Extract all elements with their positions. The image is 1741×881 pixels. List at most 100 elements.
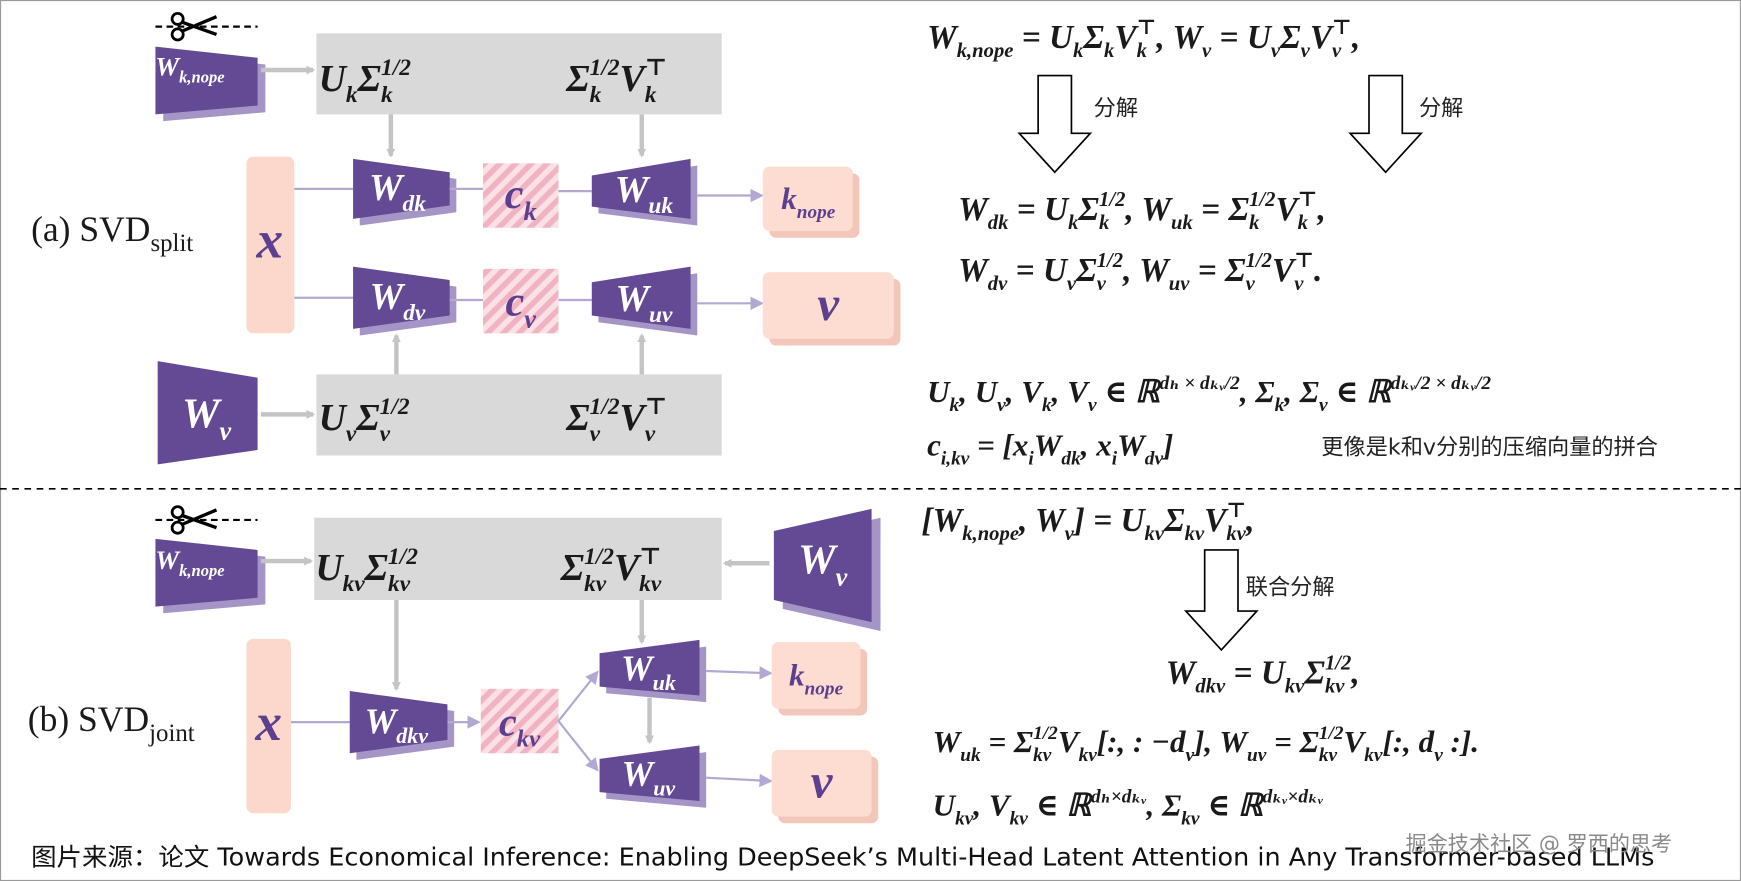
script: k	[645, 82, 657, 108]
symbol: W	[370, 276, 406, 318]
symbol: U	[933, 787, 957, 822]
script: 1/2	[1033, 723, 1058, 744]
script: k	[1068, 212, 1079, 234]
script: i	[1112, 448, 1118, 469]
script: dv	[403, 299, 426, 325]
symbol: ∈ ℝ	[1028, 787, 1094, 822]
formula: Wk,nope = UkΣkVk⊤, Wv = UvΣvVv⊤,	[927, 17, 1360, 62]
symbol: (a) SVD	[31, 209, 150, 249]
symbol: v	[817, 276, 840, 331]
script: dkv	[1195, 676, 1226, 698]
symbol: ,	[1351, 19, 1360, 56]
script: kv	[1010, 808, 1029, 829]
script: v	[590, 421, 601, 447]
script: dv	[1145, 448, 1164, 469]
script: k	[950, 395, 960, 416]
script: v	[1186, 745, 1195, 766]
note: 更像是k和v分别的压缩向量的拼合	[1321, 434, 1658, 460]
symbol: , W	[1124, 191, 1173, 228]
symbol: = Σ	[1266, 724, 1318, 759]
symbol: Σ	[1163, 502, 1185, 539]
symbol: W	[933, 724, 963, 759]
node-label: Wdkv	[365, 701, 429, 748]
script: 1/2	[1097, 250, 1123, 272]
symbol: x	[255, 210, 283, 270]
script: v	[1332, 40, 1342, 62]
script: k	[590, 82, 602, 108]
symbol: V	[1272, 252, 1297, 289]
node-label: knope	[789, 657, 844, 699]
symbol: c	[505, 171, 524, 218]
script: ⊤	[1332, 17, 1352, 39]
symbol: Σ	[565, 58, 589, 100]
symbol: c	[506, 279, 525, 326]
symbol: W	[1166, 654, 1198, 691]
symbol: = Σ	[981, 724, 1033, 759]
symbol: , V	[1051, 374, 1091, 409]
script: nope	[805, 678, 844, 699]
node-label: v	[817, 276, 840, 331]
script: v	[380, 421, 391, 447]
symbol: = Σ	[1189, 252, 1246, 289]
script: 1/2	[1099, 189, 1125, 211]
script: k	[346, 82, 358, 108]
symbol: = Σ	[1193, 191, 1250, 228]
symbol: V	[1344, 724, 1367, 759]
symbol: , Σ	[1145, 787, 1181, 822]
script: k	[1275, 395, 1285, 416]
script: 1/2	[388, 544, 418, 570]
script: joint	[148, 720, 195, 747]
symbol: W	[958, 252, 990, 289]
node-label: Wk,nope	[155, 52, 224, 87]
script: v	[1097, 273, 1107, 295]
script: ⊤	[1137, 17, 1157, 39]
arrow-label: 联合分解	[1246, 574, 1335, 600]
formula: [Wk,nope, Wv] = UkvΣkvVkv⊤,	[922, 500, 1255, 545]
node-label: Wdv	[370, 276, 426, 326]
script: dv	[988, 273, 1008, 295]
symbol: , x	[1080, 428, 1112, 463]
script: 1/2	[590, 394, 620, 420]
script: dₕ×dₖᵥ	[1091, 786, 1146, 807]
panel-b-shapes	[155, 505, 1259, 824]
symbol: W	[615, 278, 651, 320]
symbol: W	[369, 167, 405, 209]
formula: Wuk = Σ1/2 kv Vkv[:, : −dv], Wuv = Σ1/2 kv V…	[933, 723, 1479, 766]
symbol: W	[182, 391, 222, 438]
script: uv	[653, 775, 675, 800]
symbol: , V	[1005, 374, 1045, 409]
script: v	[1067, 273, 1077, 295]
footer: 图片来源：论文 Towards Economical Inference: En…	[31, 842, 1654, 871]
symbol: Σ	[357, 58, 381, 100]
script: uv	[1169, 273, 1190, 295]
symbol: W	[155, 52, 181, 82]
symbol: V	[620, 58, 648, 100]
symbol: W	[798, 536, 838, 583]
script: k	[1042, 395, 1052, 416]
symbol: ,	[1316, 191, 1325, 228]
script: v	[1301, 40, 1311, 62]
script: dk	[403, 191, 427, 217]
formula: Wdv = UvΣ1/2 v, Wuv = Σ1/2 v V⊤ v.	[958, 250, 1322, 295]
node-label: UkΣ1/2 k	[319, 55, 412, 107]
symbol: V	[1310, 19, 1335, 56]
symbol: W	[621, 648, 655, 688]
symbol: Σ	[364, 547, 388, 589]
symbol: , V	[972, 787, 1012, 822]
script: uk	[960, 745, 981, 766]
script: v	[1319, 395, 1328, 416]
script: 1/2	[1325, 652, 1351, 674]
formula: Wdkv = UkvΣ1/2 kv,	[1166, 652, 1360, 697]
script: dₖᵥ×dₖᵥ	[1263, 786, 1324, 807]
script: v	[1202, 40, 1212, 62]
script: kv	[343, 570, 366, 596]
symbol: V	[614, 547, 642, 589]
script: v	[1434, 745, 1443, 766]
node-label: Wuk	[621, 648, 676, 695]
script: dk	[988, 212, 1009, 234]
script: k,nope	[962, 523, 1019, 545]
script: k	[1298, 212, 1309, 234]
symbol: ]	[1161, 428, 1173, 463]
symbol: :].	[1443, 724, 1479, 759]
